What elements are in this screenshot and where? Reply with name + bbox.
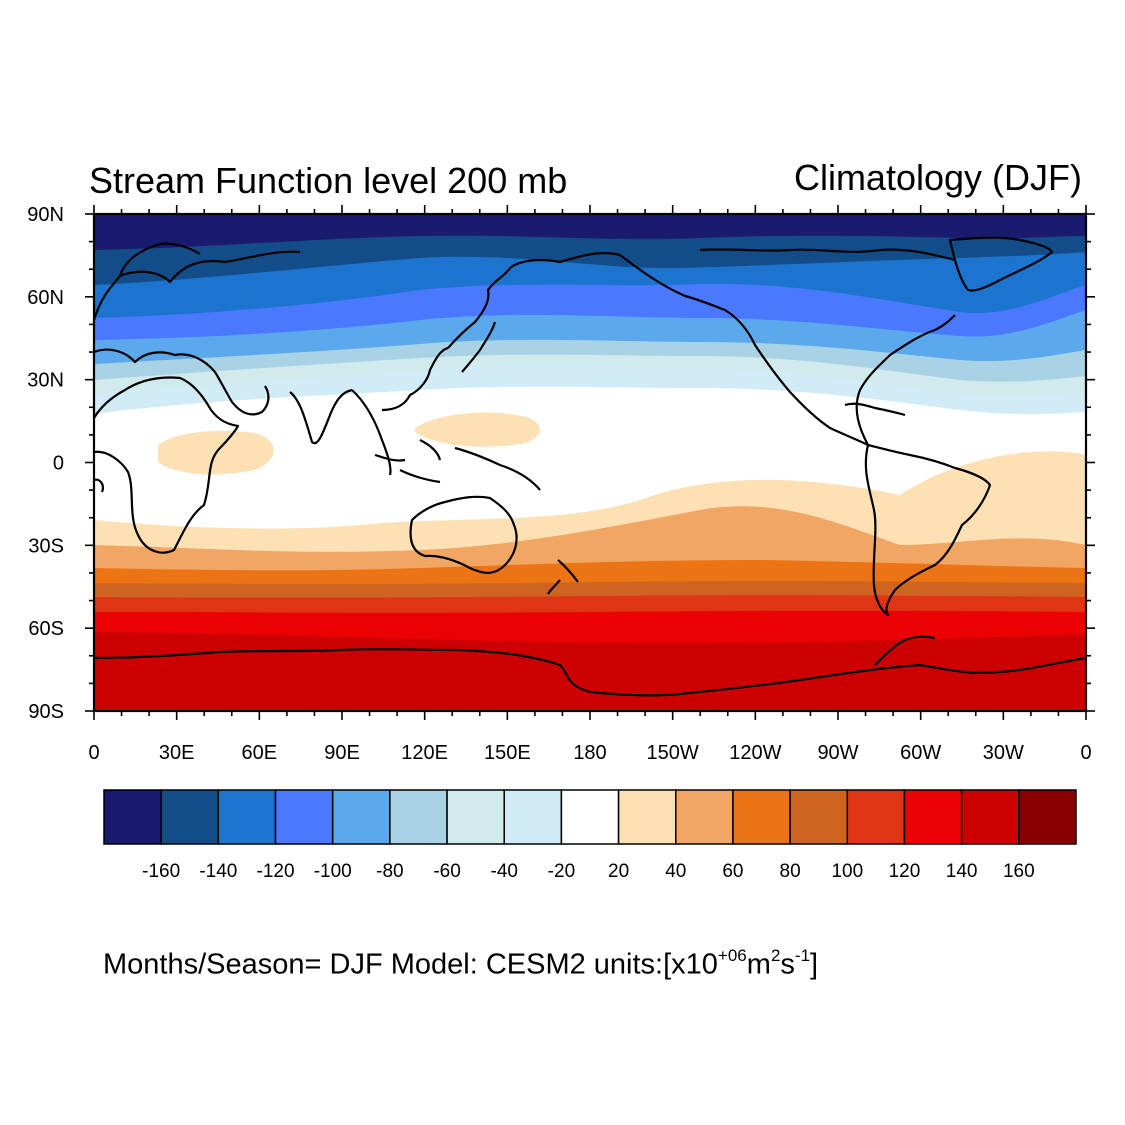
lon-label: 150E	[484, 742, 531, 764]
colorbar-swatch	[846, 789, 906, 845]
plot-title-left: Stream Function level 200 mb	[89, 160, 568, 201]
colorbar-swatch	[960, 789, 1020, 845]
lon-label: 90W	[817, 742, 858, 764]
coast-east-asia	[447, 252, 621, 349]
colorbar-label: 100	[831, 861, 863, 882]
coast-north-america	[619, 254, 956, 447]
coast-scandinavia	[118, 242, 201, 277]
colorbar-swatch	[732, 789, 791, 845]
colorbar-label: -60	[433, 861, 460, 882]
colorbar-label: 160	[1003, 861, 1035, 882]
coast-antarctic-peninsula	[874, 635, 936, 666]
lat-label: 90N	[27, 204, 64, 226]
colorbar-label: -80	[376, 861, 403, 882]
colorbar-swatch	[389, 789, 448, 845]
axis-ticks	[85, 205, 1095, 720]
stream-function-field	[94, 214, 1086, 711]
colorbar-label: -40	[491, 861, 518, 882]
colorbar-label: -160	[142, 861, 180, 882]
blob-west-pacific	[415, 412, 541, 447]
lat-label: 60S	[28, 618, 64, 640]
coast-canada-arctic	[699, 248, 956, 262]
colorbar-label: 60	[722, 861, 743, 882]
colorbar-label: -140	[199, 861, 237, 882]
coast-japan	[461, 321, 497, 373]
colorbar-swatch	[503, 789, 563, 845]
plot-title-right: Climatology (DJF)	[793, 157, 1082, 198]
colorbar-label: 140	[946, 861, 978, 882]
lon-label: 150W	[647, 742, 699, 764]
footer-unit-s: s	[780, 948, 795, 981]
colorbar-label: 80	[780, 861, 801, 882]
coast-mediterranean	[94, 348, 216, 373]
axis-tick-labels: 0 30E 60E 90E 120E 150E 180 150W 120W 90W 60W 30W 0 9…	[27, 204, 1091, 764]
coast-antarctica	[94, 648, 1086, 697]
lon-label: 0	[88, 742, 99, 764]
colorbar-label: -120	[257, 861, 295, 882]
coast-greenland	[948, 236, 1054, 292]
lon-label: 30E	[159, 742, 195, 764]
colorbar-label: 20	[608, 861, 629, 882]
colorbar-swatch	[617, 789, 677, 845]
coast-arabia	[214, 371, 270, 416]
colorbar-swatch	[274, 789, 334, 845]
footer-unit-m: m	[746, 948, 771, 981]
colorbar-swatch	[675, 789, 734, 845]
coastlines	[94, 236, 1086, 697]
colorbar-label: 120	[889, 861, 921, 882]
lat-label: 90S	[28, 701, 64, 723]
lat-label: 60N	[27, 287, 64, 309]
lat-label: 30S	[28, 535, 64, 557]
coast-se-asia	[351, 346, 449, 476]
colorbar-swatch	[560, 789, 620, 845]
colorbar-label: -100	[314, 861, 352, 882]
coast-new-zealand	[547, 559, 579, 595]
colorbar-swatch	[103, 789, 162, 845]
footer-s-exponent: -1	[794, 946, 811, 965]
colorbar-swatch	[789, 789, 849, 845]
lon-label: 90E	[324, 742, 360, 764]
lon-label: 30W	[983, 742, 1024, 764]
coast-australia	[409, 495, 518, 574]
footer-text: Months/Season= DJF Model: CESM2 units:[x…	[103, 948, 718, 981]
coast-india	[289, 388, 353, 445]
colorbar-label: -20	[548, 861, 575, 882]
coast-africa	[94, 376, 240, 554]
lon-label: 180	[573, 742, 606, 764]
coast-maritime-continent	[374, 439, 541, 491]
lat-label: 30N	[27, 370, 64, 392]
coast-europe-north	[94, 250, 301, 321]
colorbar-swatch	[217, 789, 277, 845]
footer-m-exponent: 2	[770, 946, 781, 965]
colorbar-swatch	[160, 789, 220, 845]
colorbar-swatch	[331, 789, 391, 845]
colorbar-label: 40	[665, 861, 686, 882]
coast-west-africa-bulge	[94, 478, 104, 493]
footer-exponent: +06	[717, 946, 747, 965]
lon-label: 60W	[900, 742, 941, 764]
colorbar-swatch	[446, 789, 505, 845]
lon-label: 120E	[401, 742, 448, 764]
colorbar-swatch	[903, 789, 963, 845]
band-neg-160	[94, 214, 1086, 250]
colorbar: -160 -140 -120 -100 -80 -60 -40 -20 20 40 60 80 100 1…	[103, 789, 1077, 882]
lon-label: 60E	[242, 742, 278, 764]
colorbar-swatch	[1018, 789, 1077, 845]
plot-footer: Months/Season= DJF Model: CESM2 units:[x…	[103, 946, 819, 982]
lon-label: 0	[1080, 742, 1091, 764]
footer-close: ]	[810, 948, 819, 981]
lat-label: 0	[53, 453, 64, 475]
band-pos-140	[94, 632, 1086, 711]
lon-label: 120W	[729, 742, 781, 764]
coast-south-america	[864, 443, 992, 617]
coast-caribbean	[844, 402, 906, 417]
